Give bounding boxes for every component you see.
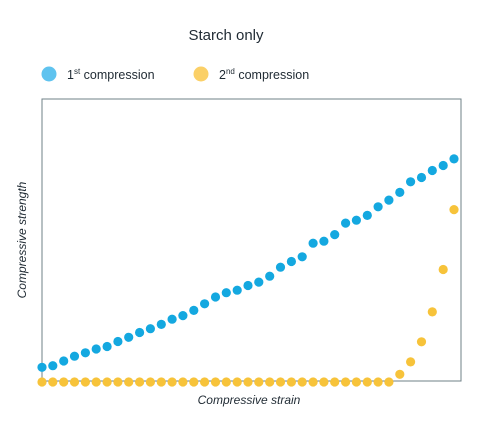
legend-label-ordinal-suffix: st [74,67,81,76]
data-point-series-2 [275,377,286,387]
data-point-series-2 [167,377,177,387]
legend-label-ordinal-suffix: nd [226,67,235,76]
data-point-series-2 [341,377,351,387]
data-point-series-2 [113,377,123,387]
data-point-series-2 [135,377,145,387]
data-point-series-1 [243,280,253,291]
data-point-series-1 [265,271,275,281]
data-point-series-1 [232,285,242,295]
data-point-series-2 [59,377,69,387]
data-point-series-2 [254,377,264,387]
data-point-series-1 [275,262,286,272]
data-point-series-2 [189,377,199,387]
data-point-series-1 [200,299,210,309]
data-point-series-2 [286,377,296,387]
data-point-series-1 [69,351,80,361]
data-point-series-1 [37,362,47,372]
data-point-series-2 [406,357,416,367]
data-point-series-2 [232,377,242,387]
data-point-series-1 [167,314,177,324]
data-point-series-2 [319,377,329,387]
legend: 1st compression 2nd compression [41,66,309,82]
data-point-series-1 [221,288,231,298]
data-point-series-2 [362,377,372,387]
legend-label-number: 2 [219,68,226,82]
data-point-series-2 [80,377,90,387]
legend-label-text: compression [235,68,309,82]
data-point-series-2 [37,377,47,387]
data-point-series-1 [210,292,221,302]
chart-title: Starch only [188,27,264,44]
data-point-series-1 [189,305,199,315]
data-point-series-1 [362,210,372,220]
data-point-series-2 [416,337,427,347]
data-point-series-2 [265,377,275,387]
data-point-series-1 [406,177,416,187]
data-point-series-2 [297,377,307,387]
data-point-series-1 [319,236,329,246]
legend-marker-series-2 [193,66,209,82]
data-point-series-1 [124,332,134,342]
data-point-series-1 [330,230,340,240]
legend-label-series-1: 1st compression [67,67,155,82]
data-point-series-2 [210,377,221,387]
data-point-series-1 [113,336,123,347]
data-point-series-2 [200,377,210,387]
data-point-series-2 [178,377,188,387]
data-point-series-1 [351,215,361,225]
data-point-series-2 [384,377,394,387]
data-point-series-1 [308,238,318,248]
x-axis-label: Compressive strain [198,393,301,407]
data-point-series-2 [330,377,340,387]
data-marks [37,154,459,387]
legend-marker-series-1 [41,66,57,82]
data-point-series-1 [416,172,427,183]
data-point-series-2 [124,377,134,387]
data-point-series-1 [145,324,155,334]
data-point-series-2 [395,369,405,379]
data-point-series-2 [308,377,318,387]
data-point-series-2 [102,377,112,387]
data-point-series-1 [438,160,448,171]
data-point-series-2 [373,377,383,387]
data-point-series-2 [91,377,101,387]
data-point-series-2 [449,205,459,215]
legend-label-text: compression [80,68,154,82]
data-point-series-1 [135,327,145,338]
data-point-series-1 [156,319,166,329]
data-point-series-2 [69,377,80,387]
data-point-series-2 [145,377,155,387]
data-point-series-1 [91,344,101,354]
data-point-series-1 [102,341,112,352]
data-point-series-1 [286,256,296,267]
data-point-series-2 [156,377,166,387]
data-point-series-1 [254,277,264,287]
data-point-series-1 [80,348,90,358]
data-point-series-1 [178,311,188,321]
data-point-series-2 [48,377,58,387]
data-point-series-2 [351,377,361,387]
data-point-series-2 [438,264,448,275]
legend-label-series-2: 2nd compression [219,67,309,82]
plot-frame [41,98,462,382]
y-axis-label: Compressive strength [15,181,29,298]
data-point-series-1 [427,165,437,176]
data-point-series-1 [373,202,383,212]
data-point-series-1 [395,187,405,197]
data-point-series-2 [221,377,231,387]
data-point-series-1 [449,154,459,164]
data-point-series-1 [297,252,307,262]
data-point-series-2 [427,307,437,317]
data-point-series-1 [59,356,69,366]
legend-label-number: 1 [67,68,74,82]
data-point-series-2 [243,377,253,387]
data-point-series-1 [341,218,351,228]
data-point-series-1 [48,361,58,371]
data-point-series-1 [384,195,394,205]
